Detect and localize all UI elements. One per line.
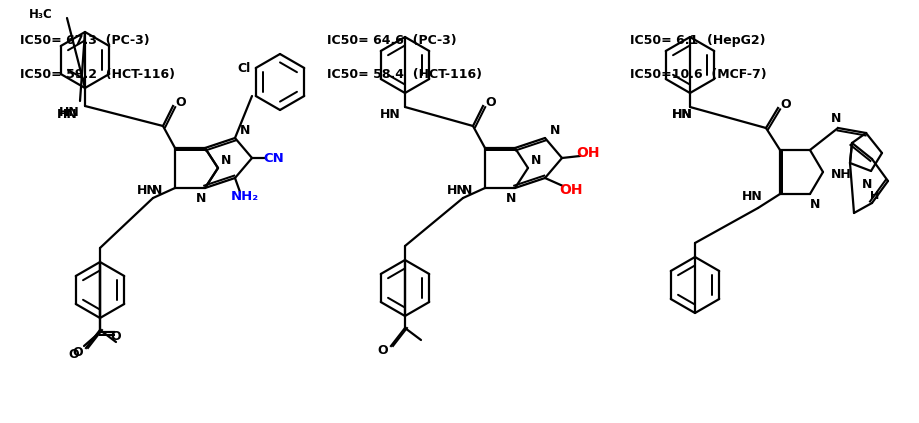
Text: O: O [110,330,121,343]
Text: NH₂: NH₂ [231,190,259,203]
Text: IC50= 6.1  (HepG2): IC50= 6.1 (HepG2) [630,34,765,47]
Text: HN: HN [671,109,692,121]
Text: N: N [221,154,231,167]
Text: N: N [830,112,840,124]
Text: IC50=10.6  (MCF-7): IC50=10.6 (MCF-7) [630,68,766,80]
Text: CN: CN [264,151,284,165]
Text: IC50= 59.2  (HCT-116): IC50= 59.2 (HCT-116) [20,68,175,80]
Text: OH: OH [559,183,582,197]
Text: N: N [152,184,162,197]
Text: HN: HN [57,107,77,121]
Text: Cl: Cl [237,61,250,74]
Text: N: N [809,198,820,211]
Text: O: O [176,96,187,109]
Text: O: O [378,344,388,357]
Text: NH: NH [830,168,850,181]
Text: IC50= 67.3  (PC-3): IC50= 67.3 (PC-3) [20,34,150,47]
Text: HN: HN [137,184,157,197]
Text: N: N [505,192,516,204]
Text: IC50= 64.6  (PC-3): IC50= 64.6 (PC-3) [326,34,456,47]
Text: N: N [196,192,206,204]
Text: H₃C: H₃C [29,8,53,22]
Text: O: O [485,96,495,109]
Text: N: N [240,124,250,137]
Text: HN: HN [671,109,692,121]
Text: N: N [461,184,471,197]
Text: N: N [861,179,871,192]
Text: HN: HN [59,105,79,118]
Text: HN: HN [380,109,400,121]
Text: O: O [69,348,79,360]
Text: O: O [780,97,790,110]
Text: OH: OH [575,146,599,160]
Text: N: N [530,154,540,167]
Text: IC50= 58.4  (HCT-116): IC50= 58.4 (HCT-116) [326,68,481,80]
Text: H: H [869,191,879,201]
Text: HN: HN [446,184,467,197]
Text: O: O [73,346,84,360]
Text: HN: HN [741,190,762,203]
Text: N: N [550,124,560,137]
